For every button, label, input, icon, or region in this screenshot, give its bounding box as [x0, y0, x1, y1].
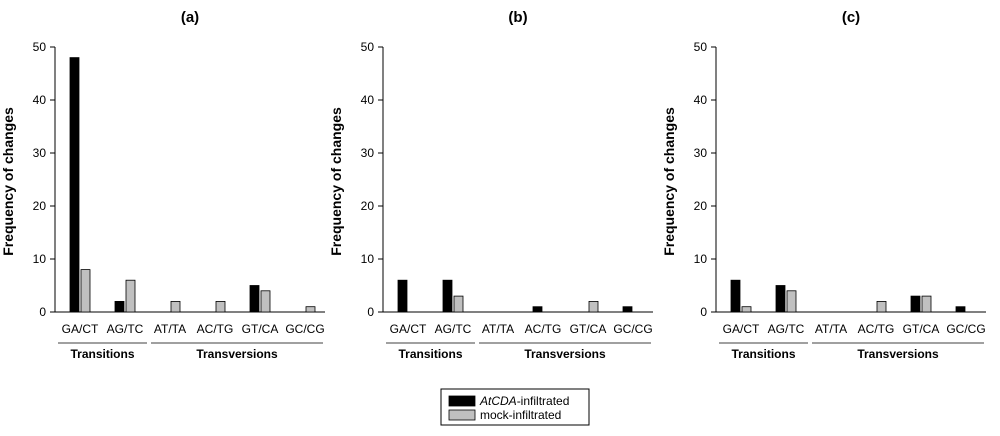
- legend-label-atcda: AtCDA-infiltrated: [479, 394, 569, 408]
- bar-atcda: [249, 285, 260, 313]
- bar-atcda: [910, 295, 921, 313]
- y-axis-label: Frequency of changes: [0, 107, 16, 256]
- bar-mock: [260, 290, 271, 313]
- bar-mock: [453, 295, 464, 313]
- bar-mock: [588, 300, 599, 313]
- y-tick-label: 40: [694, 93, 708, 107]
- y-tick-label: 30: [33, 146, 47, 160]
- y-axis-label: Frequency of changes: [661, 107, 677, 256]
- x-tick-label: GC/CG: [946, 322, 985, 336]
- y-tick-label: 10: [694, 252, 708, 266]
- panel-title: (a): [181, 9, 199, 26]
- bar-atcda: [532, 306, 543, 313]
- y-tick-label: 50: [33, 40, 47, 54]
- chart-panel-3: (c) Frequency of changes 0 10 20 30 40 50 GA/CT A…: [661, 9, 986, 361]
- x-tick-label: GC/CG: [285, 322, 324, 336]
- panel-title: (b): [508, 9, 527, 26]
- legend: AtCDA-infiltrated mock-infiltrated: [440, 388, 590, 426]
- group-label-transitions: Transitions: [70, 347, 134, 361]
- legend-label-mock-text: mock-infiltrated: [480, 408, 561, 422]
- bar-atcda: [114, 300, 125, 313]
- x-tick-label: GT/CA: [570, 322, 607, 336]
- group-label-transitions: Transitions: [398, 347, 462, 361]
- y-tick-label: 50: [694, 40, 708, 54]
- bar-mock: [876, 300, 887, 313]
- legend-label-atcda-italic: AtCDA: [479, 394, 517, 408]
- legend-label-atcda-rest: -infiltrated: [517, 394, 570, 408]
- bar-mock: [786, 290, 797, 313]
- y-tick-label: 40: [33, 93, 47, 107]
- y-tick-label: 0: [367, 305, 374, 319]
- bar-atcda: [69, 57, 80, 313]
- bar-mock: [170, 300, 181, 313]
- x-tick-label: AC/TG: [858, 322, 895, 336]
- y-tick-label: 10: [33, 252, 47, 266]
- bar-atcda: [730, 279, 741, 313]
- y-tick-label: 40: [361, 93, 375, 107]
- bar-mock: [125, 279, 136, 313]
- bar-mock: [305, 306, 316, 313]
- bar-mock: [921, 295, 932, 313]
- x-tick-label: AC/TG: [197, 322, 234, 336]
- y-tick-label: 20: [694, 199, 708, 213]
- group-label-transitions: Transitions: [731, 347, 795, 361]
- legend-swatch-atcda: [448, 395, 476, 407]
- x-tick-label: AC/TG: [525, 322, 562, 336]
- y-tick-label: 0: [700, 305, 707, 319]
- x-tick-label: AG/TC: [107, 322, 144, 336]
- chart-panel-2: (b) Frequency of changes 0 10 20 30 40 50 GA/CT A…: [328, 9, 653, 361]
- bar-mock: [741, 306, 752, 313]
- y-axis-label: Frequency of changes: [328, 107, 344, 256]
- bar-atcda: [622, 306, 633, 313]
- group-label-transversions: Transversions: [857, 347, 939, 361]
- x-tick-label: AT/TA: [482, 322, 514, 336]
- bar-atcda: [442, 279, 453, 313]
- y-tick-label: 10: [361, 252, 375, 266]
- panel-title: (c): [842, 9, 860, 26]
- bar-atcda: [397, 279, 408, 313]
- y-tick-label: 20: [361, 199, 375, 213]
- legend-swatch-mock: [448, 409, 476, 421]
- bar-mock: [80, 269, 91, 313]
- x-tick-label: AG/TC: [768, 322, 805, 336]
- chart-panel-1: (a) Frequency of changes 0 10 20 30 40 50 GA/CT A…: [0, 9, 325, 361]
- y-tick-label: 20: [33, 199, 47, 213]
- group-label-transversions: Transversions: [524, 347, 606, 361]
- x-tick-label: GA/CT: [62, 322, 99, 336]
- bar-atcda: [775, 285, 786, 313]
- y-tick-label: 50: [361, 40, 375, 54]
- y-tick-label: 30: [361, 146, 375, 160]
- x-tick-label: GA/CT: [390, 322, 427, 336]
- x-tick-label: AT/TA: [815, 322, 847, 336]
- y-tick-label: 30: [694, 146, 708, 160]
- y-tick-label: 0: [39, 305, 46, 319]
- bar-atcda: [955, 306, 966, 313]
- x-tick-label: GT/CA: [242, 322, 279, 336]
- x-tick-label: GC/CG: [613, 322, 652, 336]
- bar-mock: [215, 300, 226, 313]
- x-tick-label: GA/CT: [723, 322, 760, 336]
- x-tick-label: AG/TC: [435, 322, 472, 336]
- x-tick-label: AT/TA: [154, 322, 186, 336]
- x-tick-label: GT/CA: [903, 322, 940, 336]
- group-label-transversions: Transversions: [196, 347, 278, 361]
- legend-label-mock: mock-infiltrated: [480, 408, 561, 422]
